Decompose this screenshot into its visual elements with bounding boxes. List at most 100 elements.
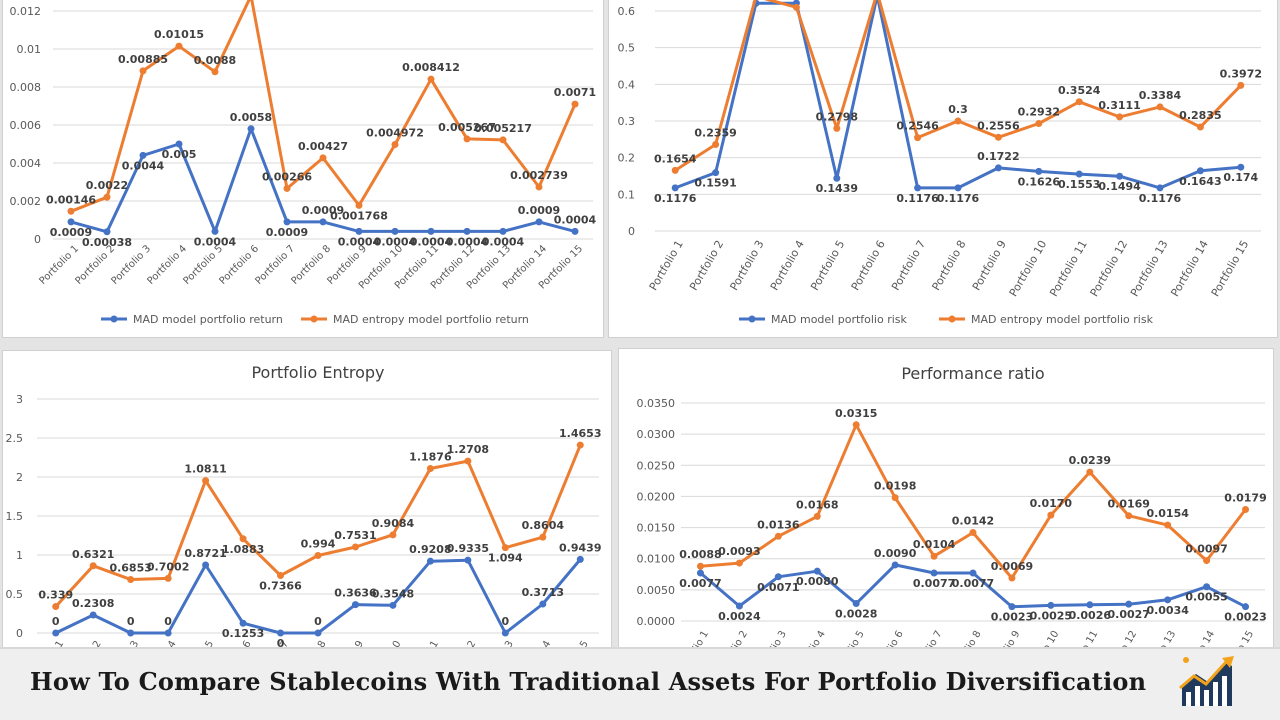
data-label-mad-entropy: 0.0239 [1069,454,1111,467]
data-label-mad: 0.1643 [1179,175,1221,188]
data-label-mad-entropy: 0.7531 [334,529,376,542]
data-label-mad-entropy: 0.001768 [330,209,388,222]
data-label-mad: 0.1553 [1058,178,1100,191]
series-line-mad-entropy [700,423,1247,580]
data-point-mad-entropy [501,544,509,552]
y-tick-label: 0.3 [618,115,636,128]
series-line-mad-entropy [70,0,577,213]
data-point-mad-entropy [1237,81,1245,89]
data-point-mad-entropy [914,134,922,142]
data-label-mad-entropy: 0.0097 [1185,543,1227,556]
data-label-mad: 0.0004 [410,235,453,248]
data-point-mad [314,629,322,637]
y-tick-label: 0.5 [6,588,24,601]
data-point-mad [103,228,111,236]
data-point-mad-entropy [792,3,800,11]
data-label-mad: 0.0023 [991,611,1033,624]
footer-title: How To Compare Stablecoins With Traditio… [30,667,1147,696]
data-label-mad-entropy: 0.2556 [977,119,1020,132]
data-label-mad: 0 [314,615,322,628]
y-tick-label: 1.5 [6,510,24,523]
data-point-mad-entropy [351,543,359,551]
data-label-mad: 0.1439 [816,182,858,195]
data-point-mad [247,125,255,133]
data-label-mad: 0.2308 [72,597,114,610]
data-label-mad: 0.0009 [50,226,92,239]
x-tick-label: Portfolio 4 [768,238,807,293]
data-label-mad: 0 [164,615,172,628]
data-point-mad [969,569,977,577]
data-label-mad-entropy: 0.008412 [402,61,460,74]
data-label-mad: 0.0090 [874,547,917,560]
data-label-mad: 0.0025 [1030,609,1072,622]
data-label-mad-entropy: 0.2835 [1179,109,1221,122]
y-tick-label: 0.002 [10,195,42,208]
data-point-mad [1156,184,1164,192]
data-point-mad [1035,167,1043,175]
data-point-mad [994,164,1002,172]
data-label-mad-entropy: 0.1654 [654,152,697,165]
data-point-mad [139,151,147,159]
data-point-mad-entropy [391,141,399,149]
data-point-mad [499,227,507,235]
legend-marker [748,315,756,323]
data-label-mad: 0.0034 [1146,604,1189,617]
data-point-mad-entropy [164,574,172,582]
data-point-mad [211,227,219,235]
data-label-mad-entropy: 0.0168 [796,498,838,511]
data-label-mad-entropy: 1.4653 [559,427,601,440]
data-label-mad: 0.0004 [482,235,525,248]
y-tick-label: 0.01 [17,43,42,56]
data-label-mad: 0.00038 [82,236,132,249]
data-point-mad [277,629,285,637]
data-label-mad-entropy: 0.0169 [1108,498,1150,511]
data-label-mad-entropy: 0.0154 [1146,507,1189,520]
data-point-mad-entropy [52,603,60,611]
y-tick-label: 0.0000 [637,615,676,628]
data-point-mad [426,557,434,565]
growth-chart-logo-icon [1179,656,1234,706]
data-label-mad: 0.174 [1223,171,1258,184]
data-label-mad-entropy: 0.6321 [72,548,114,561]
chart-portfolio-entropy: Portfolio Entropy00.511.522.53Portfolio … [6,363,602,649]
data-point-mad-entropy [1203,557,1211,565]
data-point-mad [164,629,172,637]
y-tick-label: 0.0300 [637,428,676,441]
data-label-mad-entropy: 0.0170 [1030,497,1073,510]
data-label-mad: 0.1176 [1139,192,1182,205]
data-point-mad-entropy [1125,512,1133,520]
data-label-mad: 0.0080 [796,575,839,588]
data-point-mad-entropy [813,512,821,520]
data-point-mad-entropy [852,421,860,429]
data-point-mad [954,184,962,192]
data-point-mad-entropy [1075,98,1083,106]
data-label-mad: 0 [52,615,60,628]
y-tick-label: 0.0350 [637,397,676,410]
data-label-mad-entropy: 0.005217 [474,122,532,135]
data-label-mad: 0.0027 [1108,608,1150,621]
data-label-mad-entropy: 0.0198 [874,480,916,493]
data-point-mad [535,218,543,226]
y-tick-label: 0.0250 [637,459,676,472]
data-label-mad-entropy: 0.3 [948,103,968,116]
x-tick-label: Portfolio 1 [647,238,686,293]
data-point-mad-entropy [389,531,397,539]
y-tick-label: 0.0050 [637,584,676,597]
x-tick-label: Portfolio 10 [1007,238,1050,299]
data-point-mad-entropy [463,135,471,143]
data-label-mad: 0.1253 [222,627,264,640]
y-tick-label: 0.2 [618,152,636,165]
data-label-mad: 0.005 [162,148,197,161]
data-point-mad-entropy [202,477,210,485]
data-point-mad [1237,163,1245,171]
y-tick-label: 0.006 [10,119,42,132]
data-label-mad-entropy: 0.2932 [1018,105,1060,118]
data-label-mad-entropy: 0.6853 [109,562,151,575]
x-tick-label: Portfolio 7 [889,238,928,293]
chart-portfolio-return: 00.0020.0040.0060.0080.010.012Portfolio … [10,0,597,326]
data-point-mad-entropy [1086,468,1094,476]
series-line-mad-entropy [54,444,582,608]
data-label-mad-entropy: 0.005267 [438,121,496,134]
data-point-mad-entropy [103,193,111,201]
data-label-mad-entropy: 1.094 [488,552,523,565]
